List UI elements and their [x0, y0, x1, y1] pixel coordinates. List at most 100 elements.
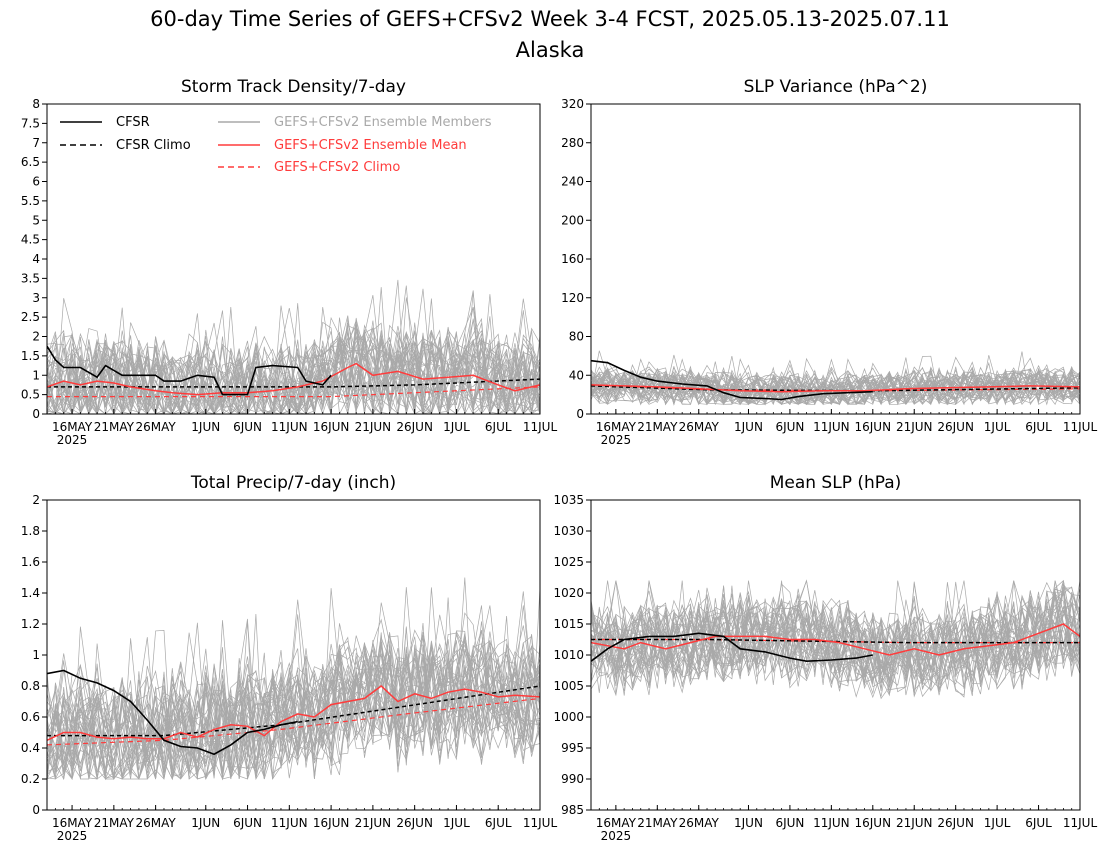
y-tick-label: 1 [32, 368, 40, 382]
x-tick-label: 21JUN [355, 816, 392, 830]
x-year-label: 2025 [57, 433, 88, 447]
chart-panel-1: Storm Track Density/7-day 0 0.5 1 1.5 2 2.5 3 3.… [21, 77, 558, 447]
legend: CFSR CFSR Climo GEFS+CFSv2 Ensemble Member… [60, 115, 492, 175]
ensemble-member-line [591, 580, 1080, 689]
ensemble-member-line [47, 605, 540, 780]
y-tick-label: 0 [32, 803, 40, 817]
ensemble-member-line [47, 618, 540, 781]
panel-title: Mean SLP (hPa) [770, 473, 902, 493]
x-tick-label: 21MAY [94, 816, 135, 830]
y-tick-label: 6.5 [21, 155, 40, 169]
x-tick-label: 26JUN [396, 420, 433, 434]
x-tick-label: 16JUN [855, 420, 892, 434]
y-tick-label: 80 [569, 330, 584, 344]
x-tick-label: 1JUL [443, 816, 470, 830]
ensemble-member-line [47, 290, 540, 414]
figure-title: 60-day Time Series of GEFS+CFSv2 Week 3-… [150, 7, 950, 31]
ensemble-member-line [591, 580, 1080, 697]
y-tick-label: 6 [32, 175, 40, 189]
y-tick-label: 1010 [553, 648, 584, 662]
plot-area [591, 350, 1080, 406]
x-tick-label: 1JUN [734, 816, 763, 830]
x-tick-label: 21MAY [94, 420, 135, 434]
ensemble-member-line [47, 587, 540, 780]
x-tick-label: 6JUL [485, 816, 512, 830]
ensemble-mean-line [47, 362, 540, 396]
ensemble-member-line [591, 358, 1080, 406]
x-tick-label: 11JUN [813, 816, 850, 830]
x-tick-label: 26JUN [396, 816, 433, 830]
ensemble-member-line [47, 330, 540, 414]
x-tick-label: 11JUN [813, 420, 850, 434]
y-tick-label: 1000 [553, 710, 584, 724]
x-tick-label: 6JUN [233, 816, 262, 830]
ensemble-mean-line [591, 384, 1080, 393]
ensemble-member-line [591, 586, 1080, 692]
x-tick-label: 16MAY [52, 420, 93, 434]
ensemble-mean-line [591, 623, 1080, 656]
y-tick-label: 5.5 [21, 194, 40, 208]
y-tick-label: 2 [32, 330, 40, 344]
y-tick-label: 2.5 [21, 310, 40, 324]
y-tick-label: 0 [32, 407, 40, 421]
x-tick-label: 1JUN [191, 420, 220, 434]
y-tick-label: 160 [561, 252, 584, 266]
gefs-climo-line [47, 697, 540, 746]
y-tick-label: 4.5 [21, 233, 40, 247]
plot-area [47, 279, 540, 414]
y-tick-label: 8 [32, 97, 40, 111]
x-tick-label: 16MAY [596, 816, 637, 830]
x-tick-label: 21MAY [637, 816, 678, 830]
x-tick-label: 6JUL [1025, 816, 1052, 830]
y-tick-label: 1.4 [21, 586, 40, 600]
y-tick-label: 0.2 [21, 772, 40, 786]
y-tick-label: 995 [561, 741, 584, 755]
x-tick-label: 6JUL [485, 420, 512, 434]
cfsr-line [47, 669, 298, 756]
ensemble-member-line [47, 319, 540, 414]
x-tick-label: 21MAY [637, 420, 678, 434]
ensemble-member-line [47, 615, 540, 780]
ensemble-member-line [47, 287, 540, 414]
y-tick-label: 1.6 [21, 555, 40, 569]
panel-title: SLP Variance (hPa^2) [744, 77, 928, 97]
x-tick-label: 1JUL [984, 816, 1011, 830]
ensemble-member-line [591, 357, 1080, 406]
ensemble-member-line [591, 580, 1080, 691]
y-tick-label: 1.5 [21, 349, 40, 363]
chart-panel-3: Total Precip/7-day (inch)00.20.40.60.811… [21, 473, 558, 843]
y-tick-label: 0.8 [21, 679, 40, 693]
x-tick-label: 11JUL [523, 816, 558, 830]
y-tick-label: 985 [561, 803, 584, 817]
ensemble-member-line [47, 627, 540, 780]
ensemble-member-line [47, 295, 540, 414]
ensemble-member-line [47, 597, 540, 780]
y-tick-label: 0 [576, 407, 584, 421]
ensemble-member-line [591, 594, 1080, 697]
y-tick-label: 1005 [553, 679, 584, 693]
figure-subtitle: Alaska [516, 38, 585, 62]
ensemble-member-line [47, 638, 540, 780]
legend-members-label: GEFS+CFSv2 Ensemble Members [274, 115, 492, 130]
panels: Storm Track Density/7-day 0 0.5 1 1.5 2 2.5 3 3.… [21, 77, 1098, 843]
ensemble-mean-line [47, 685, 540, 741]
y-tick-label: 1.8 [21, 524, 40, 538]
y-tick-label: 40 [569, 368, 584, 382]
x-tick-label: 16JUN [313, 816, 350, 830]
plot-frame [590, 103, 1081, 415]
x-tick-label: 6JUN [775, 816, 804, 830]
ensemble-member-line [591, 579, 1080, 696]
cfsr-climo-line [591, 638, 1080, 644]
plot-area [591, 579, 1080, 700]
y-tick-label: 3.5 [21, 271, 40, 285]
legend-gefs-climo: GEFS+CFSv2 Climo [218, 160, 400, 175]
y-tick-label: 990 [561, 772, 584, 786]
ensemble-member-line [47, 587, 540, 780]
y-tick-label: 120 [561, 291, 584, 305]
x-tick-label: 11JUL [1063, 420, 1098, 434]
x-tick-label: 26JUN [937, 420, 974, 434]
y-tick-label: 1 [32, 648, 40, 662]
panel-title: Storm Track Density/7-day [181, 77, 406, 97]
x-year-label: 2025 [601, 829, 632, 843]
